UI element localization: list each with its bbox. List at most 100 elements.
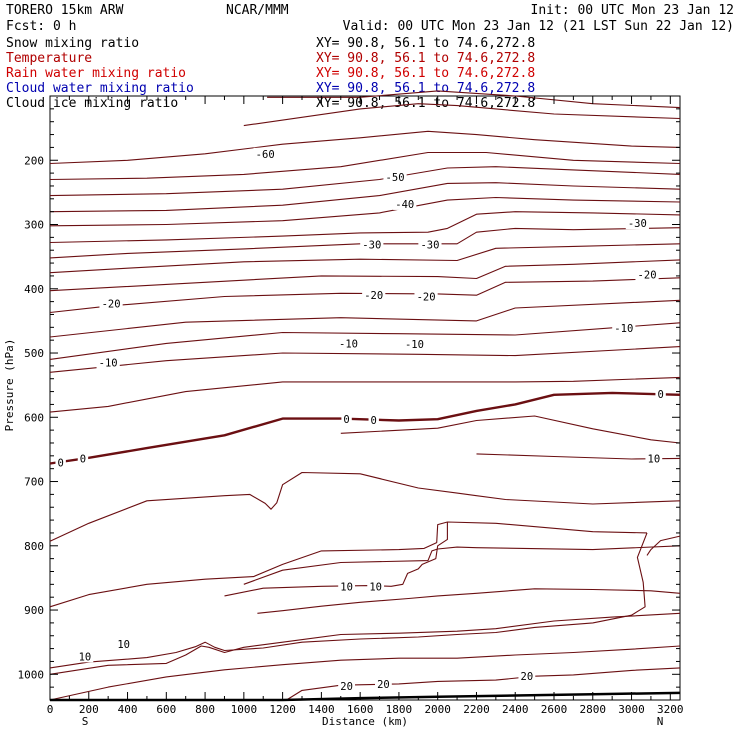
- field-name: Temperature: [6, 51, 92, 66]
- contour-label: 0: [657, 389, 663, 401]
- contour-label: 10: [369, 581, 382, 593]
- contour-label-bg: [253, 147, 277, 160]
- forecast-hour: Fcst: 0 h: [6, 19, 76, 34]
- contour-label-bg: [645, 452, 663, 465]
- contour-label-bg: [368, 413, 379, 426]
- contour-label-bg: [402, 338, 427, 351]
- y-tick-label: 200: [24, 154, 44, 167]
- y-axis-label: Pressure (hPa): [3, 339, 16, 432]
- contour-label-bg: [383, 170, 407, 183]
- contour-label-bg: [362, 289, 386, 302]
- isotherm-line: [49, 532, 648, 669]
- field-name: Cloud water mixing ratio: [6, 81, 194, 96]
- contour-label: -10: [339, 338, 358, 350]
- contour-label-bg: [375, 677, 392, 690]
- x-tick-label: 2800: [580, 703, 607, 716]
- contour-label: -20: [364, 290, 383, 302]
- isotherm-line: [49, 521, 648, 608]
- isotherm-line: [49, 471, 681, 542]
- contour-label: -10: [99, 358, 118, 370]
- isotherm-line: [49, 277, 681, 314]
- valid-time: Valid: 00 UTC Mon 23 Jan 12 (21 LST Sun …: [343, 19, 734, 34]
- contour-label-bg: [655, 388, 666, 401]
- isotherm-line: [49, 645, 681, 701]
- x-tick-label: 3200: [657, 703, 684, 716]
- contour-label: -20: [417, 291, 436, 303]
- contour-label: -40: [395, 199, 414, 211]
- contour-label-bg: [338, 679, 355, 692]
- contour-label: -50: [386, 172, 405, 184]
- isotherm-line: [257, 588, 681, 614]
- contour-label-bg: [418, 238, 442, 251]
- isotherm-line: [267, 90, 681, 109]
- contour-label-bg: [338, 580, 355, 593]
- contour-label: 10: [79, 651, 92, 663]
- contour-label-bg: [625, 217, 649, 230]
- x-tick-label: 2600: [541, 703, 568, 716]
- figure-header: TORERO 15km ARW NCAR/MMM Init: 00 UTC Mo…: [6, 3, 734, 34]
- contour-label: -30: [628, 218, 647, 230]
- isotherm-line: [49, 196, 681, 227]
- terrain-surface-line: [50, 691, 681, 702]
- field-coordinates: XY= 90.8, 56.1 to 74.6,272.8: [316, 96, 535, 111]
- contour-label-bg: [518, 670, 536, 683]
- contour-label: 10: [340, 581, 353, 593]
- x-tick-label: 3000: [618, 703, 645, 716]
- isotherm-line: [49, 166, 681, 197]
- contour-label-bg: [55, 456, 66, 469]
- isotherm-contours: [49, 90, 681, 701]
- x-axis: 0 200 400 600 800 1000 1200 1400 1600 1800 2000 220…: [47, 96, 684, 716]
- contour-label: -30: [420, 239, 439, 251]
- contour-label: 0: [371, 415, 377, 427]
- contour-label-bg: [360, 238, 384, 251]
- y-tick-label: 800: [24, 540, 44, 553]
- field-coordinates: XY= 90.8, 56.1 to 74.6,272.8: [316, 36, 535, 51]
- contour-label-bg: [77, 452, 89, 465]
- y-tick-label: 900: [24, 604, 44, 617]
- contour-label: 10: [648, 453, 661, 465]
- isotherm-line: [243, 545, 681, 585]
- field-name: Cloud ice mixing ratio: [6, 96, 178, 111]
- field-legend: Snow mixing ratio XY= 90.8, 56.1 to 74.6,…: [6, 36, 535, 111]
- isotherm-line: [224, 522, 448, 597]
- isotherm-line: [49, 391, 681, 465]
- field-coordinates: XY= 90.8, 56.1 to 74.6,272.8: [316, 81, 535, 96]
- isotherm-line: [49, 346, 681, 373]
- plot-frame: [49, 95, 681, 701]
- contour-label-bg: [76, 650, 94, 663]
- contour-label: -30: [362, 239, 381, 251]
- north-end-label: N: [657, 715, 664, 728]
- contour-label-bg: [414, 290, 438, 303]
- isotherm-line: [49, 612, 681, 675]
- x-axis-label: Distance (km): [322, 715, 408, 728]
- field-name: Snow mixing ratio: [6, 36, 139, 51]
- contour-label: 20: [377, 679, 390, 691]
- init-time: Init: 00 UTC Mon 23 Jan 12: [531, 3, 735, 18]
- x-tick-label: 400: [118, 703, 138, 716]
- x-tick-label: 2400: [502, 703, 529, 716]
- contour-label-bg: [635, 268, 659, 281]
- isotherm-line: [646, 535, 681, 556]
- contour-labels: -60 -50 -40 -30 -30 -30 -20 -20 -20 -20 -10 -10 -10 -…: [55, 147, 666, 693]
- contour-label: 20: [521, 671, 534, 683]
- field-coordinates: XY= 90.8, 56.1 to 74.6,272.8: [316, 66, 535, 81]
- contour-label: 0: [80, 453, 86, 465]
- contour-label-bg: [341, 413, 352, 426]
- y-tick-label: 1000: [18, 668, 45, 681]
- x-tick-label: 2000: [424, 703, 451, 716]
- isotherm-line: [49, 182, 681, 213]
- contour-label-bg: [612, 321, 636, 334]
- contour-label: -20: [102, 299, 121, 311]
- x-tick-label: 800: [195, 703, 215, 716]
- x-tick-label: 1400: [308, 703, 335, 716]
- isotherm-line: [49, 376, 681, 413]
- x-tick-label: 1000: [231, 703, 258, 716]
- contour-label-bg: [115, 638, 133, 651]
- x-tick-label: 1600: [347, 703, 374, 716]
- contour-label-bg: [336, 337, 361, 350]
- x-tick-label: 200: [79, 703, 99, 716]
- contour-label-bg: [99, 297, 123, 310]
- y-tick-label: 500: [24, 347, 44, 360]
